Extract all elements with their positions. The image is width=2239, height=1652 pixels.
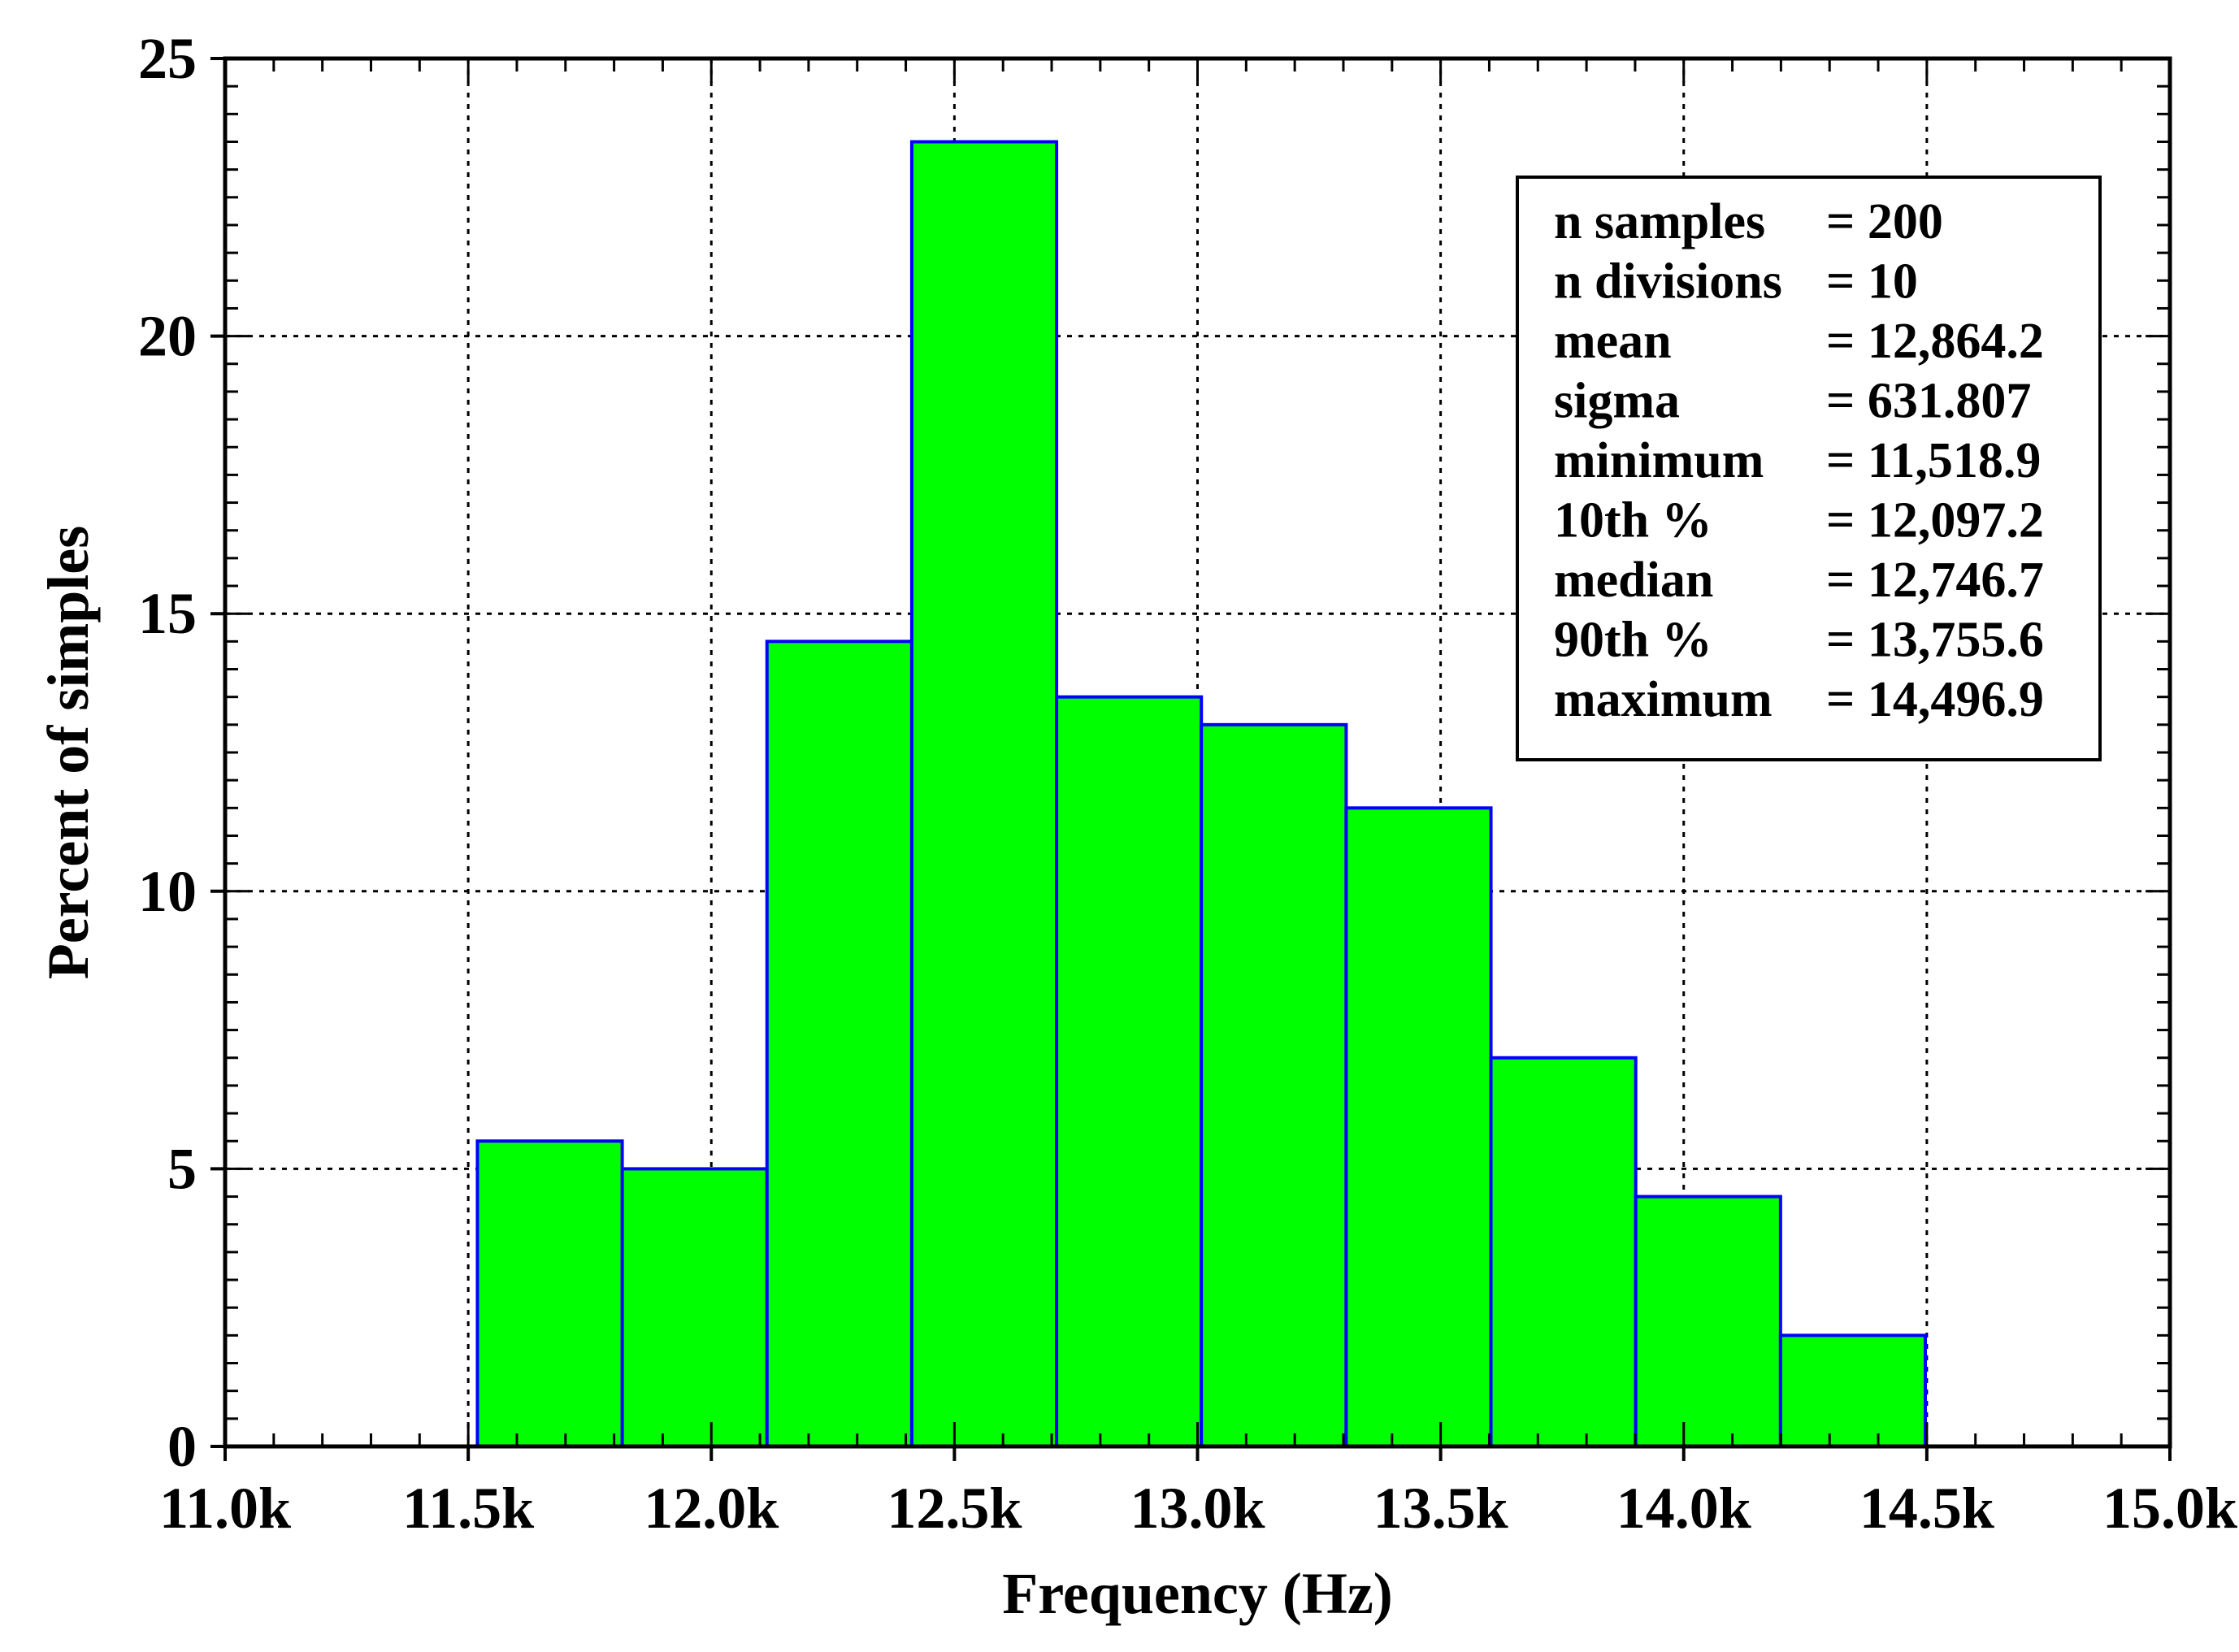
- x-tick-label: 15.0k: [2102, 1476, 2237, 1541]
- x-tick-label: 14.0k: [1616, 1476, 1751, 1541]
- x-tick-label: 12.5k: [887, 1476, 1022, 1541]
- stats-value: = 12,864.2: [1826, 314, 2044, 369]
- y-axis-label: Percent of simples: [36, 526, 101, 980]
- stats-label: median: [1554, 553, 1713, 608]
- stats-value: = 13,755.6: [1826, 613, 2044, 668]
- y-tick-label: 25: [138, 26, 197, 91]
- stats-value: = 12,097.2: [1826, 493, 2044, 548]
- stats-value: = 14,496.9: [1826, 672, 2044, 727]
- x-tick-label: 14.5k: [1859, 1476, 1994, 1541]
- histogram-bar: [765, 640, 913, 1448]
- histogram-bar: [620, 1167, 769, 1449]
- stats-box-frame: [1516, 176, 2102, 761]
- x-axis-ticks: 11.0k 11.5k 12.0k 12.5k 13.0k 13.5k 14.0k 14.5k…: [159, 1446, 2237, 1541]
- stats-value: = 11,518.9: [1826, 433, 2041, 488]
- histogram-bars: [475, 140, 1928, 1449]
- histogram-bar: [909, 140, 1059, 1449]
- y-tick-label: 20: [138, 304, 197, 369]
- histogram-bar: [1344, 806, 1493, 1448]
- x-tick-label: 12.0k: [644, 1476, 779, 1541]
- stats-value: = 200: [1826, 194, 1943, 249]
- stats-label: maximum: [1554, 672, 1773, 727]
- minor-ticks: [223, 57, 2172, 1448]
- stats-box: n samples = 200 n divisions = 10 mean = 12,86…: [1516, 176, 2102, 761]
- y-tick-label: 15: [138, 581, 197, 646]
- stats-label: n divisions: [1554, 254, 1782, 310]
- stats-label: 90th %: [1554, 613, 1712, 668]
- stats-value: = 10: [1826, 254, 1918, 310]
- stats-label: n samples: [1554, 194, 1765, 249]
- stats-value: = 631.807: [1826, 374, 2031, 429]
- histogram-bar: [1200, 722, 1348, 1448]
- stats-label: sigma: [1554, 374, 1680, 429]
- y-tick-label: 0: [167, 1414, 197, 1479]
- histogram-bar: [475, 1139, 624, 1448]
- y-tick-label: 10: [138, 859, 197, 924]
- stats-label: 10th %: [1554, 493, 1712, 548]
- x-axis-label: Frequency (Hz): [1002, 1561, 1393, 1626]
- x-tick-label: 11.5k: [402, 1476, 534, 1541]
- stats-label: mean: [1554, 314, 1672, 369]
- histogram-bar: [1055, 695, 1204, 1448]
- x-tick-label: 11.0k: [159, 1476, 291, 1541]
- histogram-bar: [1634, 1195, 1782, 1449]
- histogram-bar: [1778, 1333, 1928, 1448]
- y-tick-label: 5: [167, 1136, 197, 1201]
- stats-value: = 12,746.7: [1826, 553, 2044, 608]
- x-tick-label: 13.0k: [1130, 1476, 1265, 1541]
- y-axis-ticks: 0 5 10 15 20 25: [138, 26, 225, 1479]
- stats-label: minimum: [1554, 433, 1764, 488]
- x-tick-label: 13.5k: [1373, 1476, 1508, 1541]
- histogram-bar: [1489, 1056, 1638, 1448]
